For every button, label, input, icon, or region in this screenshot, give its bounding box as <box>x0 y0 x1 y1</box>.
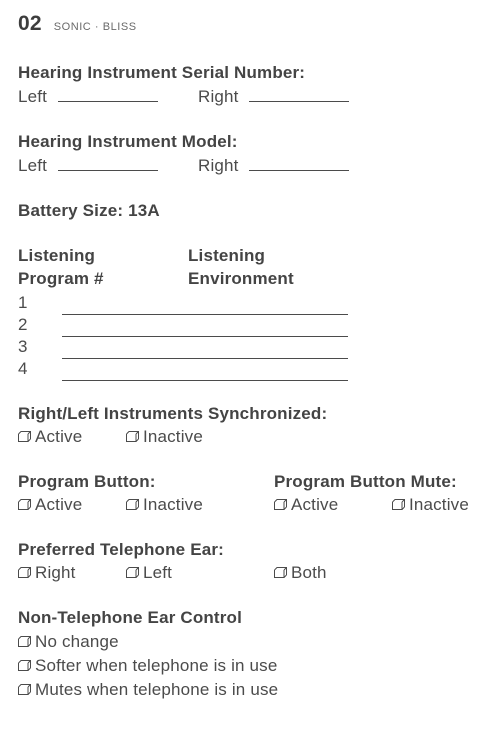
progbtn-active-option[interactable]: Active <box>18 494 126 517</box>
program-number: 2 <box>18 314 62 337</box>
checkbox-icon <box>18 567 31 578</box>
page-number: 02 <box>18 10 42 38</box>
programs-col2-l1: Listening <box>188 245 484 268</box>
model-left-label: Left <box>18 156 47 175</box>
phone-ear-section: Preferred Telephone Ear: Right Left Both <box>18 539 484 585</box>
programs-section: Listening Program # Listening Environmen… <box>18 245 484 381</box>
program-button-heading: Program Button: <box>18 471 274 494</box>
program-entry-line[interactable] <box>62 299 348 315</box>
model-left-line[interactable] <box>58 154 158 171</box>
program-row: 1 <box>18 293 484 315</box>
phone-ear-right-label: Right <box>35 563 76 582</box>
serial-left-group: Left <box>18 85 198 109</box>
serial-number-section: Hearing Instrument Serial Number: Left R… <box>18 62 484 109</box>
phone-ear-both-option[interactable]: Both <box>274 562 392 585</box>
program-row: 4 <box>18 359 484 381</box>
checkbox-icon <box>18 660 31 671</box>
phone-ear-left-option[interactable]: Left <box>126 562 274 585</box>
checkbox-icon <box>126 567 139 578</box>
sync-inactive-label: Inactive <box>143 427 203 446</box>
serial-right-label: Right <box>198 87 239 106</box>
checkbox-icon <box>18 431 31 442</box>
non-tel-nochange-option[interactable]: No change <box>18 631 484 654</box>
serial-heading: Hearing Instrument Serial Number: <box>18 62 484 85</box>
program-number: 1 <box>18 292 62 315</box>
program-row: 3 <box>18 337 484 359</box>
serial-right-line[interactable] <box>249 85 349 102</box>
model-left-group: Left <box>18 154 198 178</box>
checkbox-icon <box>18 636 31 647</box>
program-number: 3 <box>18 336 62 359</box>
checkbox-icon <box>126 431 139 442</box>
non-tel-section: Non-Telephone Ear Control No change Soft… <box>18 607 484 702</box>
program-number: 4 <box>18 358 62 381</box>
brand-label: SONIC · BLISS <box>54 20 137 35</box>
progbtn-active-label: Active <box>35 495 82 514</box>
header: 02 SONIC · BLISS <box>18 10 484 38</box>
checkbox-icon <box>126 499 139 510</box>
serial-left-label: Left <box>18 87 47 106</box>
program-button-section: Program Button: Program Button Mute: Act… <box>18 471 484 517</box>
non-tel-nochange-label: No change <box>35 632 119 651</box>
non-tel-heading: Non-Telephone Ear Control <box>18 607 484 630</box>
model-right-line[interactable] <box>249 154 349 171</box>
checkbox-icon <box>18 499 31 510</box>
model-section: Hearing Instrument Model: Left Right <box>18 131 484 178</box>
programs-col1-l1: Listening <box>18 245 188 268</box>
non-tel-mutes-option[interactable]: Mutes when telephone is in use <box>18 679 484 702</box>
sync-active-option[interactable]: Active <box>18 426 126 449</box>
model-right-label: Right <box>198 156 239 175</box>
programs-col2-l2: Environment <box>188 268 484 291</box>
mute-active-option[interactable]: Active <box>274 494 392 517</box>
model-heading: Hearing Instrument Model: <box>18 131 484 154</box>
model-right-group: Right <box>198 154 484 178</box>
battery-size: Battery Size: 13A <box>18 200 484 223</box>
programs-col1-l2: Program # <box>18 268 188 291</box>
phone-ear-heading: Preferred Telephone Ear: <box>18 539 484 562</box>
phone-ear-left-label: Left <box>143 563 172 582</box>
mute-inactive-label: Inactive <box>409 495 469 514</box>
non-tel-softer-option[interactable]: Softer when telephone is in use <box>18 655 484 678</box>
non-tel-mutes-label: Mutes when telephone is in use <box>35 680 278 699</box>
checkbox-icon <box>274 499 287 510</box>
checkbox-icon <box>392 499 405 510</box>
checkbox-icon <box>18 684 31 695</box>
serial-left-line[interactable] <box>58 85 158 102</box>
progbtn-inactive-label: Inactive <box>143 495 203 514</box>
serial-right-group: Right <box>198 85 484 109</box>
sync-section: Right/Left Instruments Synchronized: Act… <box>18 403 484 449</box>
non-tel-softer-label: Softer when telephone is in use <box>35 656 277 675</box>
program-entry-line[interactable] <box>62 365 348 381</box>
program-row: 2 <box>18 315 484 337</box>
progbtn-inactive-option[interactable]: Inactive <box>126 494 274 517</box>
program-button-mute-heading: Program Button Mute: <box>274 471 484 494</box>
page: 02 SONIC · BLISS Hearing Instrument Seri… <box>0 0 502 702</box>
program-entry-line[interactable] <box>62 343 348 359</box>
mute-active-label: Active <box>291 495 338 514</box>
program-entry-line[interactable] <box>62 321 348 337</box>
sync-active-label: Active <box>35 427 82 446</box>
mute-inactive-option[interactable]: Inactive <box>392 494 484 517</box>
phone-ear-right-option[interactable]: Right <box>18 562 126 585</box>
checkbox-icon <box>274 567 287 578</box>
sync-inactive-option[interactable]: Inactive <box>126 426 274 449</box>
phone-ear-both-label: Both <box>291 563 327 582</box>
sync-heading: Right/Left Instruments Synchronized: <box>18 403 484 426</box>
